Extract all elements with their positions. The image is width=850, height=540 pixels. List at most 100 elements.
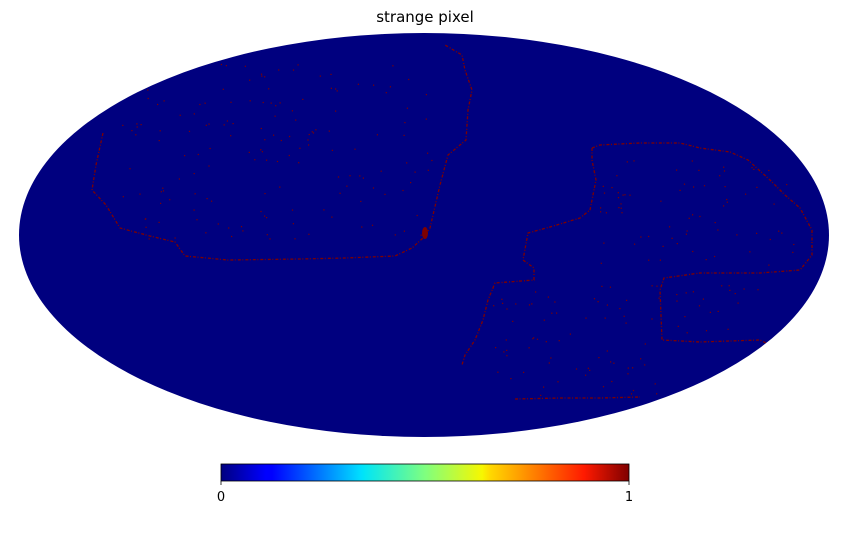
highlighted-pixel bbox=[729, 289, 731, 291]
highlighted-pixel bbox=[659, 259, 661, 261]
highlighted-pixel bbox=[292, 69, 295, 71]
highlighted-pixel bbox=[656, 285, 658, 287]
highlighted-pixel bbox=[136, 126, 138, 128]
highlighted-pixel bbox=[188, 130, 191, 132]
highlighted-pixel bbox=[651, 285, 653, 287]
highlighted-pixel bbox=[685, 292, 687, 294]
highlighted-pixel bbox=[656, 393, 658, 395]
highlighted-pixel bbox=[606, 304, 608, 306]
highlighted-pixel bbox=[717, 229, 719, 231]
highlighted-pixel bbox=[554, 301, 556, 303]
highlighted-pixel bbox=[230, 135, 232, 137]
highlighted-pixel bbox=[406, 107, 408, 109]
highlighted-pixel bbox=[406, 162, 408, 164]
highlighted-pixel bbox=[726, 201, 728, 203]
highlighted-pixel bbox=[136, 123, 138, 125]
highlighted-pixel bbox=[495, 347, 497, 349]
highlighted-pixel bbox=[174, 66, 176, 68]
highlighted-pixel bbox=[605, 212, 607, 214]
highlighted-pixel bbox=[611, 380, 613, 383]
highlighted-pixel bbox=[535, 291, 537, 293]
highlighted-pixel bbox=[717, 310, 719, 312]
highlighted-pixel bbox=[660, 200, 662, 202]
highlighted-pixel bbox=[308, 144, 310, 146]
highlighted-pixel bbox=[597, 301, 599, 303]
highlighted-pixel bbox=[225, 65, 227, 67]
highlighted-pixel bbox=[751, 167, 753, 169]
colorbar-tick-label-max: 1 bbox=[625, 490, 633, 505]
highlighted-pixel bbox=[734, 293, 736, 295]
highlighted-pixel bbox=[131, 130, 133, 132]
highlighted-pixel bbox=[359, 175, 361, 177]
highlighted-pixel bbox=[545, 341, 547, 343]
highlighted-pixel bbox=[743, 288, 745, 290]
highlighted-pixel bbox=[176, 69, 178, 71]
highlighted-pixel bbox=[174, 237, 176, 239]
highlighted-pixel bbox=[260, 73, 263, 75]
highlighted-pixel bbox=[349, 175, 351, 177]
highlighted-pixel bbox=[291, 209, 294, 211]
highlighted-pixel bbox=[144, 218, 146, 220]
highlighted-pixel bbox=[723, 205, 725, 207]
highlighted-pixel bbox=[279, 186, 281, 188]
highlighted-pixel bbox=[640, 236, 642, 238]
highlighted-pixel bbox=[683, 183, 686, 185]
highlighted-pixel bbox=[709, 311, 711, 313]
highlighted-pixel bbox=[723, 166, 725, 168]
highlighted-pixel bbox=[557, 381, 559, 383]
highlighted-pixel bbox=[714, 222, 716, 224]
highlighted-pixel bbox=[362, 177, 364, 179]
highlighted-pixel bbox=[262, 101, 264, 104]
highlighted-pixel bbox=[264, 139, 266, 141]
highlighted-pixel bbox=[122, 196, 124, 198]
highlighted-pixel bbox=[427, 152, 429, 154]
highlighted-pixel bbox=[723, 170, 726, 172]
highlighted-region-outline-4 bbox=[514, 396, 641, 400]
highlighted-pixel bbox=[654, 383, 656, 385]
highlighted-pixel bbox=[147, 97, 149, 100]
highlighted-pixel bbox=[160, 191, 162, 193]
highlighted-pixel bbox=[278, 69, 280, 71]
highlighted-pixel bbox=[269, 238, 271, 240]
highlighted-pixel bbox=[550, 357, 552, 359]
highlighted-pixel bbox=[616, 175, 618, 177]
highlighted-pixel bbox=[648, 235, 650, 238]
highlighted-pixel bbox=[307, 139, 309, 141]
highlighted-pixel bbox=[208, 165, 210, 167]
highlighted-pixel bbox=[179, 114, 181, 116]
highlighted-pixel bbox=[274, 115, 276, 117]
highlighted-pixel bbox=[410, 182, 412, 184]
highlighted-pixel bbox=[264, 76, 266, 78]
highlighted-pixel bbox=[217, 223, 219, 225]
highlighted-pixel bbox=[148, 238, 150, 240]
colorbar-tick-label-min: 0 bbox=[217, 490, 225, 505]
highlighted-pixels-layer bbox=[91, 44, 813, 400]
highlighted-pixel bbox=[698, 305, 701, 307]
highlighted-pixel bbox=[773, 203, 775, 205]
highlighted-pixel bbox=[328, 130, 330, 132]
highlighted-pixel bbox=[769, 238, 771, 241]
highlighted-pixel bbox=[184, 155, 186, 157]
highlighted-pixel bbox=[330, 87, 332, 89]
highlighted-pixel bbox=[745, 193, 747, 195]
highlighted-pixel bbox=[610, 361, 612, 363]
highlighted-pixel bbox=[640, 358, 642, 360]
highlighted-pixel bbox=[676, 294, 678, 296]
highlighted-pixel bbox=[222, 88, 224, 90]
highlighted-pixel bbox=[569, 333, 571, 335]
highlighted-pixel bbox=[627, 373, 629, 375]
highlighted-pixel bbox=[162, 187, 164, 189]
highlighted-pixel bbox=[232, 123, 234, 125]
highlighted-pixel bbox=[312, 132, 315, 134]
highlighted-pixel bbox=[146, 72, 148, 74]
highlighted-pixel bbox=[361, 226, 363, 228]
highlighted-pixel bbox=[289, 135, 291, 138]
highlighted-pixel bbox=[677, 325, 679, 327]
highlighted-pixel bbox=[140, 124, 142, 126]
highlighted-pixel bbox=[669, 226, 671, 228]
highlighted-pixel bbox=[220, 63, 222, 66]
highlighted-pixel bbox=[122, 124, 124, 126]
highlighted-pixel bbox=[279, 102, 281, 104]
highlighted-pixel bbox=[335, 88, 337, 90]
highlighted-pixel bbox=[726, 198, 728, 201]
